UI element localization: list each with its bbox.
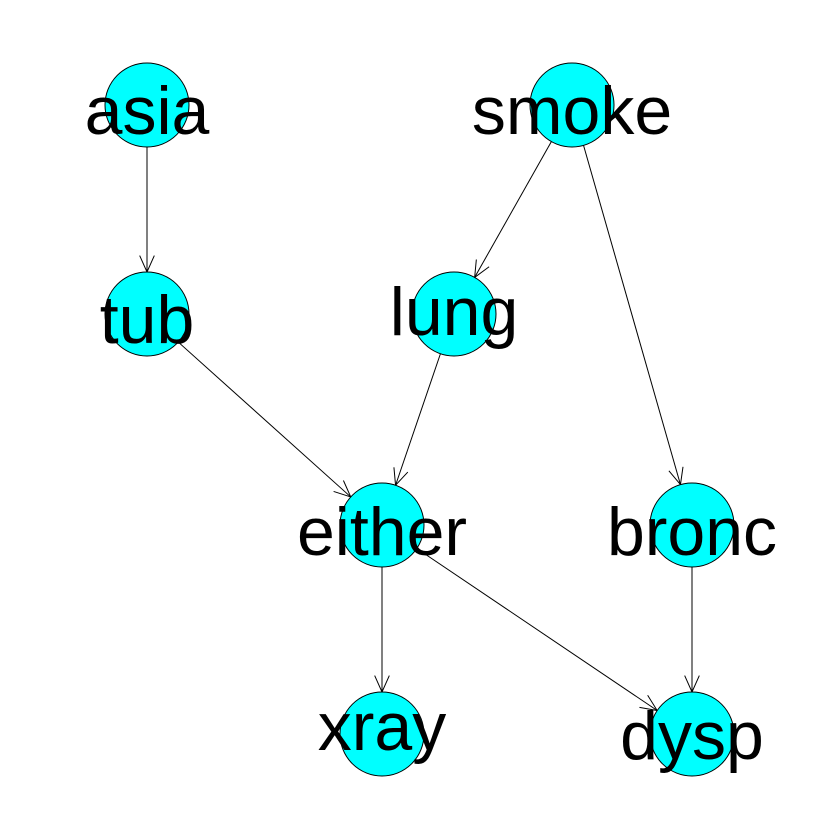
- edge-tub-to-either: [177, 341, 352, 498]
- edge-asia-to-tub: [139, 147, 155, 274]
- node-circle: [339, 691, 425, 777]
- node-label: dysp: [620, 698, 764, 774]
- node-label: tub: [100, 282, 195, 358]
- edge-line: [395, 353, 441, 486]
- edge-either-to-xray: [374, 567, 390, 694]
- node-circle: [649, 482, 735, 568]
- edge-line: [583, 145, 681, 485]
- nodes-layer: asia smoke tub lung either bronc xray dysp: [85, 62, 777, 777]
- node-either: either: [297, 482, 467, 570]
- edge-line: [177, 341, 352, 498]
- node-label: lung: [390, 274, 519, 350]
- edge-lung-to-either: [393, 353, 441, 487]
- node-circle: [339, 482, 425, 568]
- node-label: either: [297, 494, 467, 570]
- node-label: bronc: [607, 494, 777, 570]
- node-asia: asia: [85, 62, 210, 149]
- node-lung: lung: [390, 271, 519, 357]
- edge-line: [474, 141, 552, 278]
- edges-layer: [139, 141, 700, 712]
- node-label: smoke: [472, 73, 672, 149]
- node-tub: tub: [100, 271, 195, 358]
- edge-line: [416, 548, 658, 711]
- node-bronc: bronc: [607, 482, 777, 570]
- node-label: xray: [318, 689, 446, 765]
- node-label: asia: [85, 73, 210, 149]
- node-dysp: dysp: [620, 691, 764, 777]
- node-circle: [411, 271, 497, 357]
- node-circle: [104, 62, 190, 148]
- edge-bronc-to-dysp: [684, 567, 700, 694]
- edge-smoke-to-lung: [474, 141, 552, 279]
- edge-either-to-dysp: [416, 548, 659, 712]
- node-circle: [529, 62, 615, 148]
- edge-smoke-to-bronc: [583, 145, 684, 486]
- node-circle: [649, 691, 735, 777]
- node-xray: xray: [318, 689, 446, 777]
- node-circle: [104, 271, 190, 357]
- node-smoke: smoke: [472, 62, 672, 149]
